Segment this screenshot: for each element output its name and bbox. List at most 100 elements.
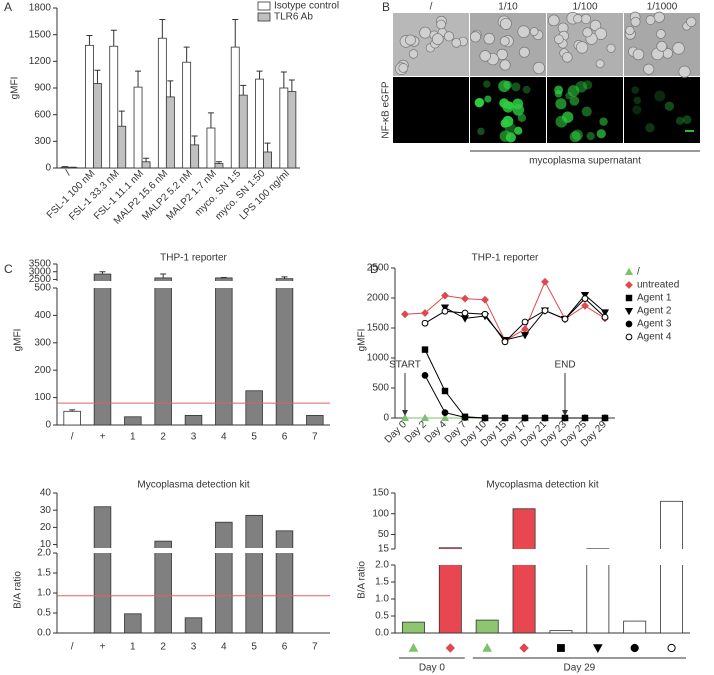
fluorescence-image (393, 77, 469, 143)
legend-marker (625, 294, 633, 302)
cell-outline (672, 42, 685, 55)
legend-marker (625, 320, 633, 328)
error-bar (256, 70, 263, 80)
y-tick-label: 150 (372, 488, 389, 499)
cell-fluorescence (512, 98, 524, 110)
column-label: 1/10 (498, 2, 518, 13)
cell-outline (405, 34, 416, 46)
bar (60, 166, 70, 169)
x-tick-label: + (100, 642, 106, 653)
cell-fluorescence (632, 105, 642, 115)
category-marker (482, 642, 493, 652)
chart-title: THP-1 reporter (160, 253, 227, 264)
point (541, 307, 549, 314)
bar (190, 144, 200, 169)
y-tick-label: 2000 (367, 293, 390, 304)
cell-outline (632, 48, 645, 61)
cell-outline (656, 29, 666, 39)
cell-fluorescence (483, 80, 491, 88)
y-tick-label: 1.5 (375, 577, 389, 588)
error-bar (86, 35, 93, 46)
y-tick-label: 500 (34, 283, 51, 294)
error-bar (240, 84, 247, 96)
y-tick-label: 200 (34, 365, 51, 376)
x-tick-label: / (71, 432, 74, 443)
y-tick-label: 2.0 (37, 548, 51, 559)
y-tick-label: 0 (383, 413, 389, 424)
error-bar (143, 157, 150, 162)
error-bar (280, 71, 287, 88)
caption: mycoplasma supernatant (529, 156, 641, 167)
y-tick-label: 600 (34, 109, 51, 120)
bar (206, 127, 216, 169)
category-marker (557, 644, 565, 652)
x-tick-label: 6 (282, 432, 288, 443)
point (461, 414, 469, 421)
bar (586, 548, 610, 634)
bar (157, 37, 167, 169)
annotation: START (389, 360, 421, 371)
y-axis-label: gMFI (13, 329, 24, 352)
x-tick-label: 7 (312, 642, 318, 653)
cell-fluorescence (596, 129, 606, 139)
point (521, 325, 529, 334)
cell-fluorescence (555, 115, 568, 128)
cell-outline (547, 14, 560, 27)
cell-fluorescence (514, 126, 523, 135)
error-bar (159, 19, 166, 39)
point (541, 414, 549, 422)
legend-marker (625, 333, 633, 341)
error-bar (207, 112, 214, 128)
cell-outline (580, 13, 592, 25)
bar (124, 613, 142, 634)
bar (475, 619, 499, 634)
panel-label: D (370, 262, 379, 276)
x-tick-label: / (71, 642, 74, 653)
cell-outline (686, 16, 697, 27)
x-tick-label: 5 (251, 642, 257, 653)
cell-outline (443, 31, 455, 42)
y-tick-label: 0 (45, 163, 51, 174)
bar (184, 415, 203, 426)
bar (245, 514, 263, 634)
point (581, 301, 589, 310)
cell-outline (554, 34, 564, 45)
point (521, 318, 529, 326)
x-tick-label: / (63, 168, 73, 178)
legend-swatch (257, 12, 271, 22)
y-tick-label: 20 (40, 522, 52, 533)
axis-break (395, 549, 691, 565)
bar (93, 83, 102, 169)
point (441, 409, 449, 416)
legend-label: Agent 3 (637, 319, 672, 330)
category-marker (630, 643, 639, 653)
bar (512, 508, 536, 634)
chart-title: Mycoplasma detection kit (137, 480, 249, 491)
point (441, 387, 449, 395)
cell-fluorescence (582, 80, 593, 90)
cell-outline (517, 25, 530, 38)
bar (275, 530, 294, 634)
cell-outline (499, 59, 511, 71)
y-tick-label: 3000 (29, 266, 52, 277)
cell-outline (678, 65, 691, 78)
cell-outline (656, 40, 668, 52)
chart-title: THP-1 reporter (472, 253, 539, 264)
column-label: 1/100 (572, 2, 597, 13)
panel-label: B (382, 0, 390, 14)
cell-fluorescence (565, 92, 573, 100)
cell-fluorescence (633, 96, 641, 105)
column-label: 1/1000 (647, 2, 678, 13)
point (401, 310, 409, 319)
axis-break (57, 281, 331, 288)
point (561, 315, 569, 323)
point (521, 414, 529, 422)
cell-fluorescence (505, 132, 516, 143)
cell-outline (496, 48, 508, 61)
y-tick-label: 900 (34, 83, 51, 94)
bar (438, 547, 462, 634)
point (520, 332, 530, 340)
point (501, 338, 509, 346)
bar (306, 415, 324, 426)
y-tick-label: 100 (372, 508, 389, 519)
